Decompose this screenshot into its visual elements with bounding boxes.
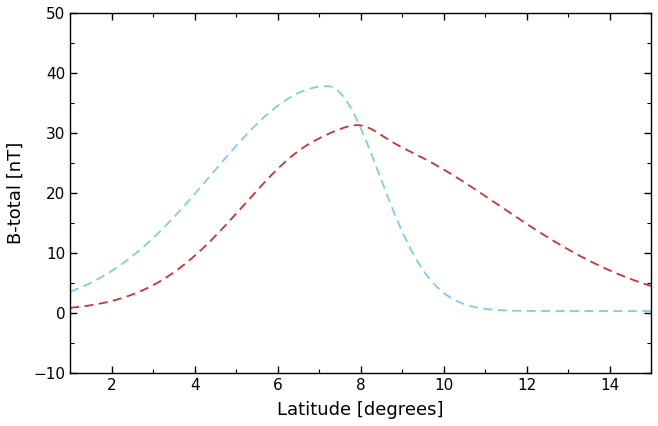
Y-axis label: B-total [nT]: B-total [nT] (7, 142, 25, 244)
X-axis label: Latitude [degrees]: Latitude [degrees] (278, 401, 444, 419)
